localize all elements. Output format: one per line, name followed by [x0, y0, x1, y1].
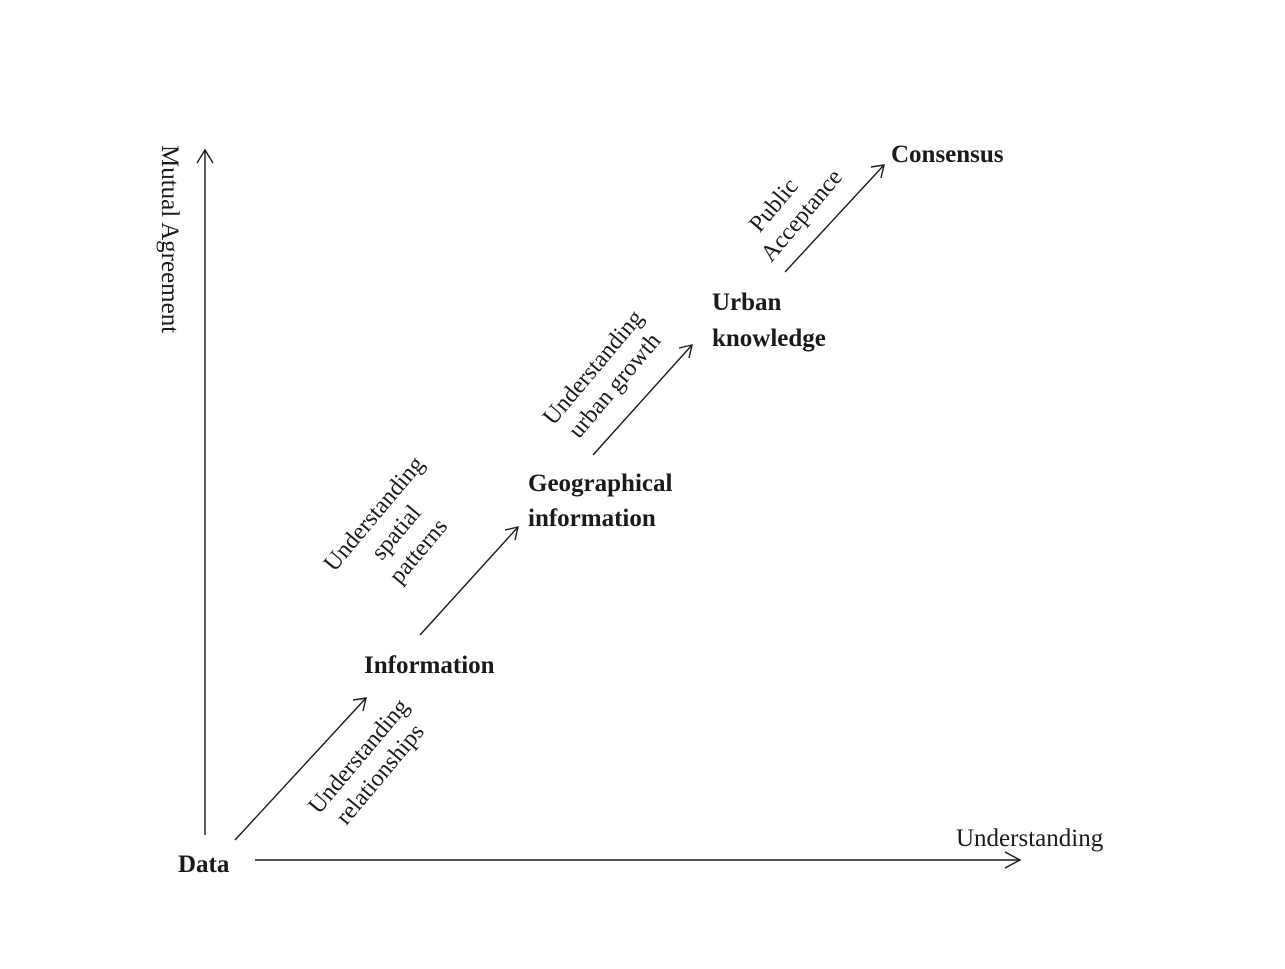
transition-understanding-relationships: Understanding relationships	[304, 694, 430, 830]
node-urban-knowledge-line2: knowledge	[712, 325, 826, 352]
x-axis-label: Understanding	[956, 825, 1104, 852]
y-axis	[196, 148, 214, 835]
arrow-information-to-geographical	[419, 526, 519, 636]
node-information: Information	[364, 652, 495, 679]
node-geographical-information-line2: information	[528, 505, 656, 532]
y-axis-label: Mutual Agreement	[156, 145, 183, 333]
node-urban-knowledge-line1: Urban	[712, 289, 782, 316]
transition-understanding-urban-growth: Understanding urban growth	[538, 305, 666, 443]
transition-understanding-spatial-patterns: Understanding spatial patterns	[319, 452, 453, 589]
arrow-urban-to-consensus	[784, 164, 885, 273]
arrow-geographical-to-urban	[592, 344, 693, 456]
node-geographical-information-line1: Geographical	[528, 470, 672, 497]
transition-public-acceptance: Public Acceptance	[744, 165, 847, 267]
x-axis	[255, 851, 1022, 869]
arrow-data-to-information	[234, 697, 367, 841]
node-data: Data	[178, 851, 230, 878]
node-consensus: Consensus	[891, 141, 1004, 168]
